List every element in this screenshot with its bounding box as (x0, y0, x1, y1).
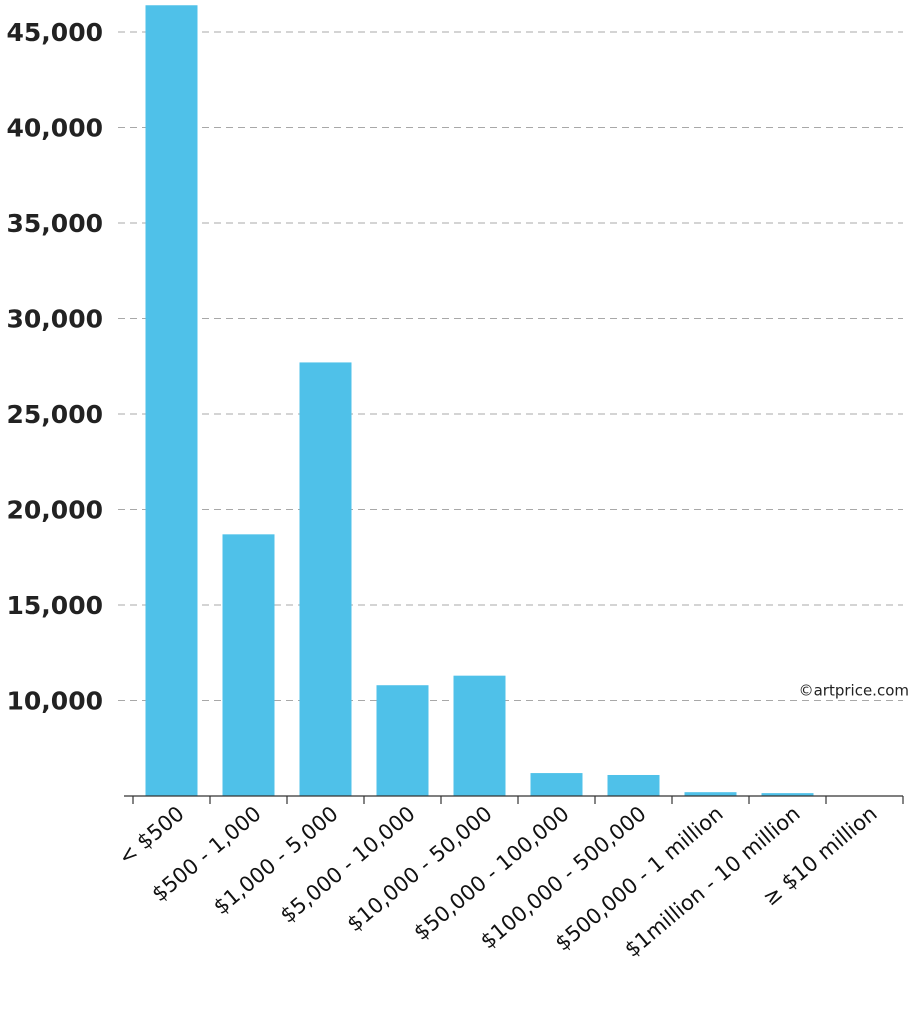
x-tick-label: < $500 (114, 801, 189, 869)
x-tick-label: $5,000 - 10,000 (276, 801, 420, 927)
x-axis-ticks: < $500$500 - 1,000$1,000 - 5,000$5,000 -… (114, 796, 904, 962)
bar (761, 793, 814, 796)
y-tick-label: 20,000 (7, 496, 103, 525)
bar (607, 774, 660, 796)
bar (453, 675, 506, 796)
bar (376, 685, 429, 796)
y-tick-label: 30,000 (7, 305, 103, 334)
grid-lines (118, 31, 903, 701)
bar (530, 773, 583, 796)
bar (222, 534, 275, 796)
y-tick-label: 15,000 (7, 591, 103, 620)
bar (145, 5, 198, 796)
y-axis-tick-labels: 10,000 15,000 20,000 25,000 30,000 35,000 40,0… (7, 18, 103, 716)
bar (684, 792, 737, 796)
x-tick-label: $10,000 - 50,000 (342, 801, 496, 936)
y-tick-label: 25,000 (7, 400, 103, 429)
y-tick-label: 35,000 (7, 209, 103, 238)
y-tick-label: 40,000 (7, 114, 103, 143)
bars (145, 5, 814, 796)
y-tick-label: 10,000 (7, 687, 103, 716)
y-tick-label: 45,000 (7, 18, 103, 47)
bar (299, 362, 352, 796)
credit-label: ©artprice.com (799, 682, 909, 700)
